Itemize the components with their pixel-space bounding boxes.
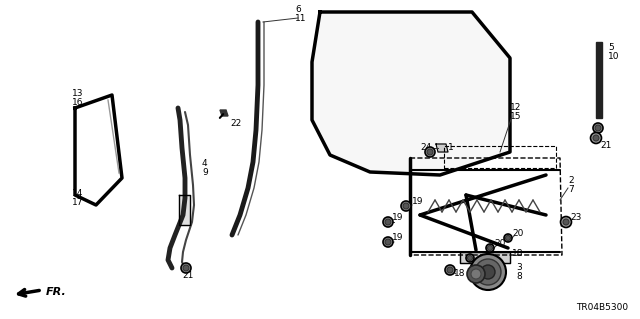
Circle shape [385,239,391,245]
Circle shape [383,217,393,227]
Circle shape [467,256,472,261]
Circle shape [183,265,189,271]
Circle shape [591,132,602,144]
Text: 19: 19 [392,213,403,222]
Circle shape [425,147,435,157]
Text: 5
10: 5 10 [608,43,620,61]
Circle shape [427,149,433,155]
Text: 20: 20 [494,240,506,249]
Polygon shape [436,144,448,152]
Circle shape [383,237,393,247]
Circle shape [481,265,495,279]
Circle shape [486,244,494,252]
Text: 18: 18 [454,270,465,278]
Text: 3
8: 3 8 [516,263,522,281]
Circle shape [467,265,485,283]
Circle shape [471,269,481,279]
Circle shape [466,254,474,262]
Text: 24: 24 [420,144,432,152]
Text: 12
15: 12 15 [510,103,522,121]
Polygon shape [179,195,190,225]
Polygon shape [312,12,510,175]
Text: TR04B5300: TR04B5300 [576,303,628,312]
Text: 14
17: 14 17 [72,189,83,207]
Circle shape [445,265,455,275]
Text: 19: 19 [412,197,424,206]
Circle shape [385,219,391,225]
Circle shape [488,246,493,250]
Circle shape [181,263,191,273]
Text: 6
11: 6 11 [295,5,307,23]
Circle shape [403,203,409,209]
Circle shape [506,235,511,241]
Text: 18: 18 [512,249,524,258]
Circle shape [475,259,501,285]
Polygon shape [460,252,510,263]
Circle shape [593,123,603,133]
Polygon shape [596,42,602,118]
Text: 4
9: 4 9 [202,159,208,177]
Circle shape [470,254,506,290]
Circle shape [504,234,512,242]
Text: 2
7: 2 7 [568,176,573,194]
Polygon shape [220,110,228,116]
Circle shape [595,125,601,131]
Circle shape [447,267,453,273]
Text: 1: 1 [448,144,454,152]
Circle shape [561,217,572,227]
Text: FR.: FR. [46,287,67,297]
Text: 19: 19 [392,234,403,242]
Text: 13
16: 13 16 [72,89,83,108]
Text: 21: 21 [600,140,611,150]
Text: 20: 20 [512,229,524,239]
Text: 23: 23 [570,213,581,222]
Text: 21: 21 [182,271,194,279]
Circle shape [401,201,411,211]
Circle shape [593,135,599,141]
Circle shape [563,219,569,225]
Text: 22: 22 [230,120,241,129]
